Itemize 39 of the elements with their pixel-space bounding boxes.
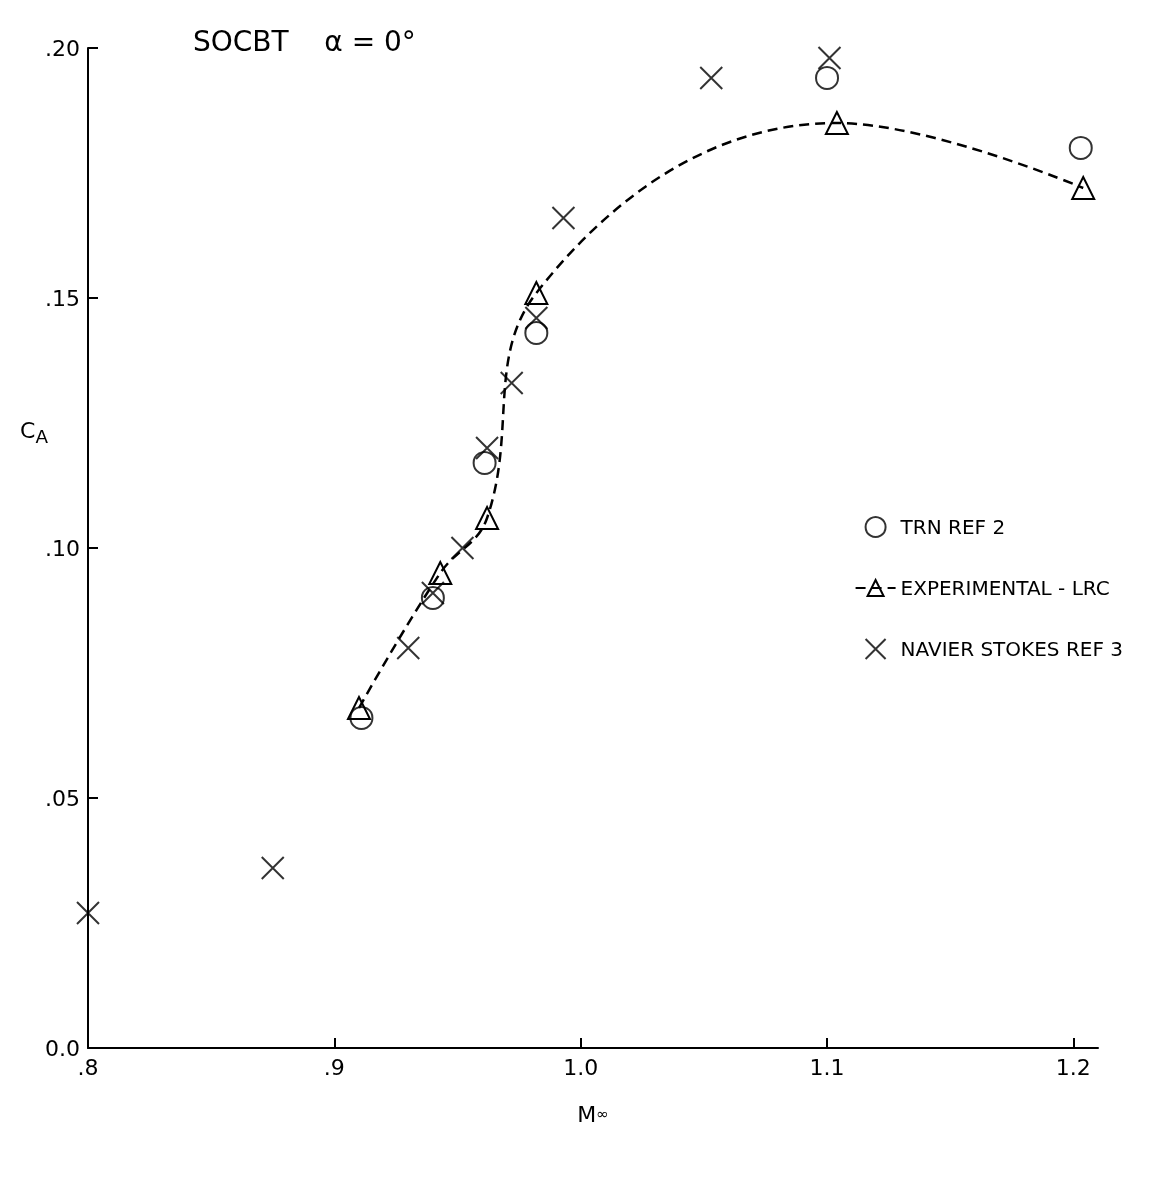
chart-title: SOCBT α = 0° — [193, 24, 416, 58]
y-tick-label: .20 — [45, 35, 80, 61]
x-tick-label: .8 — [77, 1054, 99, 1080]
x-tick-label: 1.2 — [1055, 1054, 1091, 1080]
point — [524, 321, 549, 345]
x-tick-label: 1.0 — [563, 1054, 599, 1080]
legend-label: NAVIER STOKES REF 3 — [900, 637, 1124, 661]
point — [499, 371, 524, 395]
point — [824, 111, 849, 135]
point — [475, 436, 500, 460]
y-tick-label: .10 — [45, 535, 80, 561]
point — [428, 561, 453, 585]
y-axis-title: C$_{A}$ — [20, 418, 48, 448]
point — [815, 66, 840, 90]
point — [475, 506, 500, 530]
point — [396, 636, 421, 660]
legend-label: EXPERIMENTAL - LRC — [900, 576, 1110, 600]
y-tick-label: .15 — [45, 285, 80, 311]
point — [260, 856, 285, 880]
point — [1071, 176, 1096, 200]
x-tick-label: .9 — [323, 1054, 345, 1080]
point — [349, 706, 374, 730]
x-tick-label: 1.1 — [809, 1054, 845, 1080]
point — [472, 451, 497, 475]
point — [817, 46, 842, 70]
point — [699, 66, 724, 90]
point — [524, 281, 549, 305]
point — [1068, 136, 1093, 160]
point — [524, 306, 549, 330]
x-axis-title: M∞ — [577, 1101, 609, 1127]
y-tick-label: 0.0 — [45, 1035, 80, 1061]
point — [420, 581, 445, 605]
point — [76, 901, 100, 925]
point — [450, 536, 475, 560]
point — [420, 586, 445, 610]
y-tick-label: .05 — [45, 785, 80, 811]
point — [346, 696, 371, 720]
legend-label: TRN REF 2 — [899, 515, 1006, 539]
point — [551, 206, 576, 230]
